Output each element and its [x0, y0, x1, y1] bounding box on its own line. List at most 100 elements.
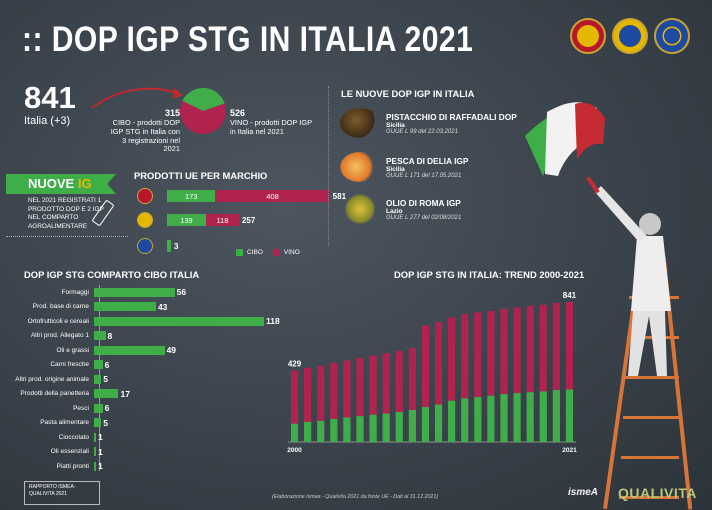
- trend-bar-vino: [343, 360, 351, 418]
- trend-bar-cibo: [474, 397, 482, 442]
- footer-report-logo: RAPPORTO ISMEA-QUALIVITA 2021: [24, 481, 100, 505]
- trend-bar-cibo: [408, 410, 416, 442]
- cibo-row: Oli e grassi 49: [0, 343, 176, 358]
- product-guue: GUUE L 99 del 22.03.2021: [386, 128, 458, 135]
- trend-bar-cibo: [434, 404, 443, 442]
- nuove-ig-badge: NUOVE IG: [6, 174, 116, 194]
- cibo-row: Cioccolato 1: [0, 430, 103, 445]
- cibo-bar: [94, 374, 102, 384]
- trend-bar-cibo: [487, 395, 495, 442]
- cibo-row: Formaggi 56: [0, 285, 187, 300]
- cibo-category-label: Oli essenziali: [50, 448, 89, 456]
- trend-bar-cibo: [421, 407, 430, 442]
- total-sub: Italia (+3): [24, 115, 71, 127]
- trend-bar-vino: [317, 365, 325, 421]
- legend-vino-swatch: [272, 249, 280, 256]
- qualivita-logo: QUALIVITA: [618, 485, 697, 501]
- trend-bar-cibo: [552, 390, 560, 442]
- legend-cibo-swatch: [236, 249, 243, 256]
- product-item: PESCA DI DELIA IGP Sicilia GUUE L 171 de…: [340, 152, 468, 182]
- legend-cibo-label: CIBO: [247, 249, 263, 256]
- cibo-row: Pasta alimentare 5: [0, 416, 108, 431]
- trend-bar-cibo: [290, 423, 299, 442]
- arrow-icon: [91, 87, 183, 109]
- trend-bar-cibo: [565, 389, 574, 442]
- total-count: 841: [24, 80, 76, 115]
- trend-bar-vino: [330, 362, 338, 420]
- trend-bar-cibo: [526, 392, 534, 442]
- trend-bar-vino: [448, 317, 456, 401]
- cibo-value-label: 17: [120, 388, 130, 399]
- cibo-category-label: Altri prod. origine animale: [15, 375, 89, 383]
- nuove-dop-title: LE NUOVE DOP IGP IN ITALIA: [341, 88, 475, 99]
- olive-oil-image: [340, 194, 380, 224]
- trend-chart-title: DOP IGP STG IN ITALIA: TREND 2000-2021: [394, 269, 585, 280]
- trend-bar-vino: [500, 308, 508, 395]
- trend-bar-vino: [356, 357, 364, 417]
- trend-bar-vino: [421, 325, 430, 408]
- trend-bar-vino: [539, 304, 547, 392]
- nuove-ig-desc: Nel 2021 registrati 1 prodotto DOP e 2 I…: [28, 197, 104, 230]
- stg-seal-icon: [137, 238, 153, 254]
- cibo-vino-pie: [179, 87, 227, 140]
- cibo-value-label: 5: [103, 374, 108, 385]
- trend-bar-vino: [487, 310, 495, 396]
- trend-bar-cibo: [500, 394, 508, 442]
- pie-label-vino: 526 VINO - prodotti DOP IGP in Italia ne…: [230, 108, 312, 137]
- cibo-category-label: Pesci: [73, 404, 89, 412]
- trend-bar-vino: [304, 367, 312, 422]
- marchio-total-label: 581: [332, 191, 347, 201]
- cibo-row: Oli essenziali 1: [0, 445, 103, 460]
- cibo-row: Altri prod. Allegato 1 8: [0, 329, 112, 344]
- cibo-bar: [94, 418, 102, 428]
- trend-bar-vino: [526, 305, 534, 393]
- cibo-category-label: Oli e grassi: [56, 346, 89, 354]
- page-title: :: DOP IGP STG IN ITALIA 2021: [22, 20, 474, 59]
- vino-desc: VINO - prodotti DOP IGP in Italia nel 20…: [230, 117, 312, 136]
- marchio-total-label: 257: [241, 215, 256, 225]
- trend-x-tick-start: 2000: [287, 447, 302, 454]
- trend-x-tick-end: 2021: [562, 447, 577, 454]
- pie-slice-vino: [180, 100, 226, 134]
- trend-bar-cibo: [356, 416, 364, 442]
- cibo-row: Ortofrutticoli e cereali 118: [0, 314, 280, 329]
- product-region: Sicilia: [386, 121, 405, 129]
- cibo-value-label: 1: [98, 461, 103, 472]
- cibo-desc: CIBO - prodotti DOP IGP STG in Italia co…: [110, 117, 180, 154]
- trend-bar-cibo: [382, 413, 390, 442]
- painter-illustration: [525, 102, 693, 510]
- trend-bar-cibo: [369, 414, 377, 442]
- cibo-bar: [94, 345, 165, 355]
- cibo-value-label: 6: [104, 403, 110, 414]
- cibo-value-label: 49: [166, 345, 177, 356]
- cibo-category-label: Pasta alimentare: [40, 419, 89, 427]
- cibo-row: Prod. base di carne 43: [0, 300, 168, 315]
- trend-start-total-label: 429: [288, 360, 302, 369]
- marchio-bar-cibo: 139: [167, 214, 206, 226]
- trend-bar-cibo: [513, 393, 521, 442]
- cibo-value-label: 118: [266, 316, 280, 327]
- trend-bar-vino: [474, 312, 482, 398]
- cibo-row: Pesci 6: [0, 401, 109, 416]
- trend-bar-vino: [565, 302, 574, 390]
- nuove-ig-strong: IG: [77, 176, 92, 191]
- trend-bar-vino: [552, 302, 560, 391]
- cibo-row: Carni fresche 6: [0, 358, 109, 373]
- product-region: Lazio: [386, 207, 403, 215]
- trend-bar-vino: [434, 321, 443, 405]
- peach-image: [340, 152, 380, 182]
- cibo-value-label: 8: [107, 330, 113, 341]
- marchio-row-igp: 139 118 257: [137, 212, 256, 228]
- marchio-chart-title: PRODOTTI UE PER MARCHIO: [134, 170, 268, 181]
- trend-bar-cibo: [539, 391, 547, 442]
- cibo-bar: [94, 403, 103, 413]
- divider: [328, 86, 329, 246]
- cibo-category-label: Cioccolato: [58, 433, 89, 441]
- cibo-bar: [94, 432, 96, 442]
- dop-seal-icon: [570, 18, 606, 54]
- cibo-category-label: Altri prod. Allegato 1: [30, 332, 89, 340]
- cibo-row: Piatti pronti 1: [0, 459, 103, 474]
- igp-seal-icon: [612, 18, 648, 54]
- trend-bar-vino: [408, 348, 416, 411]
- cibo-value-label: 1: [98, 446, 103, 457]
